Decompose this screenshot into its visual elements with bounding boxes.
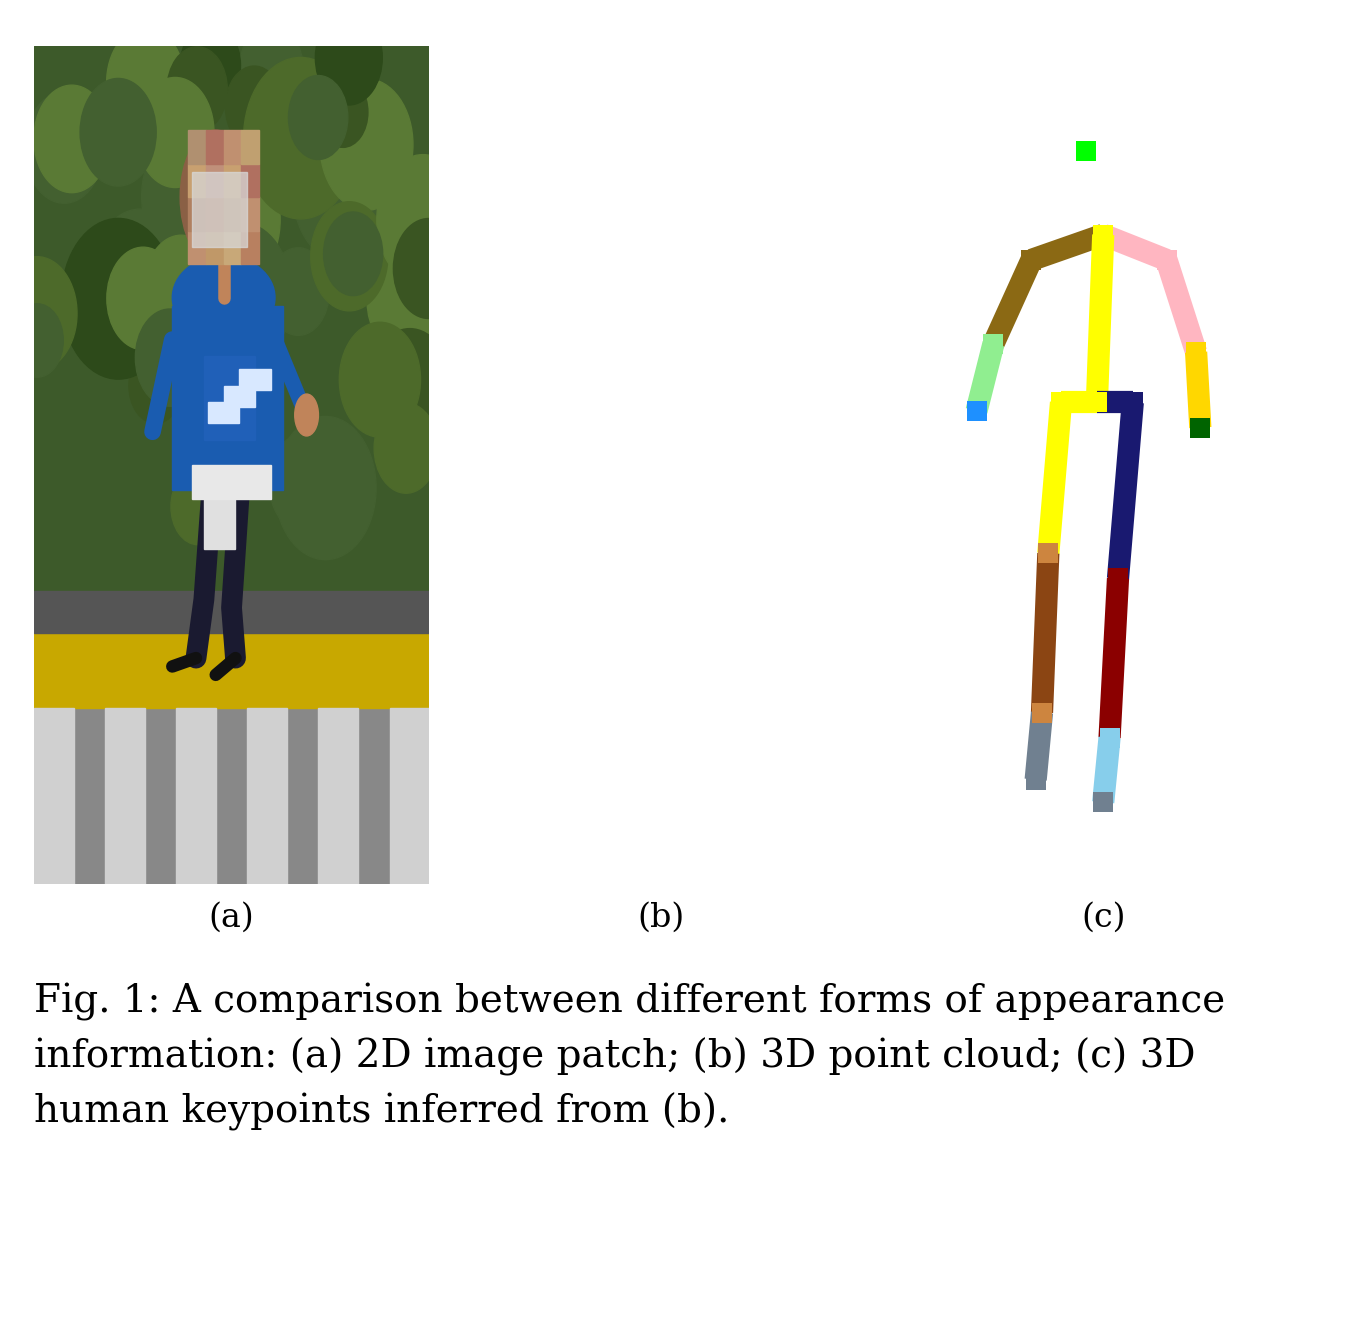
Bar xyxy=(223,385,255,407)
Bar xyxy=(34,607,429,884)
Ellipse shape xyxy=(366,247,441,354)
Bar xyxy=(204,482,236,549)
Bar xyxy=(390,709,429,884)
Ellipse shape xyxy=(240,24,304,115)
Ellipse shape xyxy=(311,202,388,312)
Ellipse shape xyxy=(11,304,63,378)
Ellipse shape xyxy=(316,11,383,106)
Point xyxy=(1020,249,1042,271)
Ellipse shape xyxy=(80,78,157,186)
Bar xyxy=(206,197,223,231)
Ellipse shape xyxy=(267,248,330,335)
Ellipse shape xyxy=(25,92,104,203)
Point xyxy=(1122,392,1144,413)
Bar xyxy=(241,197,259,231)
Bar xyxy=(188,164,206,197)
Ellipse shape xyxy=(375,403,439,494)
Text: Fig. 1: A comparison between different forms of appearance
information: (a) 2D i: Fig. 1: A comparison between different f… xyxy=(34,983,1226,1131)
Ellipse shape xyxy=(275,416,376,560)
Bar xyxy=(319,709,358,884)
Point xyxy=(1189,417,1211,438)
Point xyxy=(1092,792,1114,813)
Ellipse shape xyxy=(319,77,368,148)
Bar xyxy=(241,231,259,264)
Point xyxy=(1155,249,1177,271)
Ellipse shape xyxy=(168,46,227,132)
Ellipse shape xyxy=(394,219,464,318)
Bar xyxy=(206,129,223,164)
Point xyxy=(1099,727,1121,748)
Bar xyxy=(34,709,74,884)
Point xyxy=(1086,392,1107,413)
Ellipse shape xyxy=(253,61,338,181)
Text: (b): (b) xyxy=(637,902,684,933)
Bar xyxy=(241,129,259,164)
Bar xyxy=(188,231,206,264)
Bar xyxy=(188,197,206,231)
Ellipse shape xyxy=(106,28,185,139)
Bar xyxy=(105,709,144,884)
Ellipse shape xyxy=(368,329,452,447)
Ellipse shape xyxy=(129,347,183,424)
Ellipse shape xyxy=(135,309,204,407)
Ellipse shape xyxy=(180,131,251,264)
Ellipse shape xyxy=(289,75,347,160)
Bar xyxy=(240,368,271,389)
Point xyxy=(982,333,1004,354)
Point xyxy=(1107,568,1129,589)
Ellipse shape xyxy=(136,78,214,187)
Bar xyxy=(248,709,287,884)
Bar xyxy=(223,164,241,197)
Bar xyxy=(208,403,240,424)
Bar xyxy=(34,632,429,709)
Point xyxy=(1076,140,1098,161)
Bar xyxy=(176,709,215,884)
Bar xyxy=(192,465,271,499)
Bar xyxy=(192,172,248,247)
Bar xyxy=(206,164,223,197)
Ellipse shape xyxy=(320,79,413,210)
Ellipse shape xyxy=(93,209,188,345)
Ellipse shape xyxy=(189,222,291,367)
Ellipse shape xyxy=(244,58,358,219)
Point xyxy=(966,400,987,421)
Ellipse shape xyxy=(174,269,259,389)
Ellipse shape xyxy=(172,469,225,545)
Ellipse shape xyxy=(187,153,281,286)
Bar xyxy=(223,231,241,264)
Bar xyxy=(206,231,223,264)
Bar xyxy=(34,46,429,649)
Bar xyxy=(34,591,429,632)
Ellipse shape xyxy=(293,121,392,263)
Point xyxy=(1185,342,1207,363)
Point xyxy=(1038,543,1060,564)
Text: (a): (a) xyxy=(208,902,255,933)
Bar xyxy=(241,164,259,197)
Ellipse shape xyxy=(173,256,275,339)
Ellipse shape xyxy=(144,235,218,339)
Bar xyxy=(188,129,206,164)
Ellipse shape xyxy=(294,395,319,436)
Ellipse shape xyxy=(61,218,176,379)
Bar xyxy=(223,129,241,164)
Bar xyxy=(223,197,241,231)
Point xyxy=(1024,770,1046,791)
Ellipse shape xyxy=(106,247,180,350)
Text: (c): (c) xyxy=(1081,902,1125,933)
Ellipse shape xyxy=(377,154,469,285)
Point xyxy=(1031,702,1053,723)
Ellipse shape xyxy=(270,434,339,532)
Ellipse shape xyxy=(142,129,237,264)
Ellipse shape xyxy=(180,22,241,108)
Ellipse shape xyxy=(34,86,110,193)
Point xyxy=(1092,224,1114,246)
Bar xyxy=(172,306,283,491)
Ellipse shape xyxy=(226,66,283,148)
Ellipse shape xyxy=(339,322,421,437)
Point xyxy=(1050,392,1072,413)
Bar xyxy=(204,356,255,440)
Ellipse shape xyxy=(0,256,78,371)
Ellipse shape xyxy=(324,213,383,296)
